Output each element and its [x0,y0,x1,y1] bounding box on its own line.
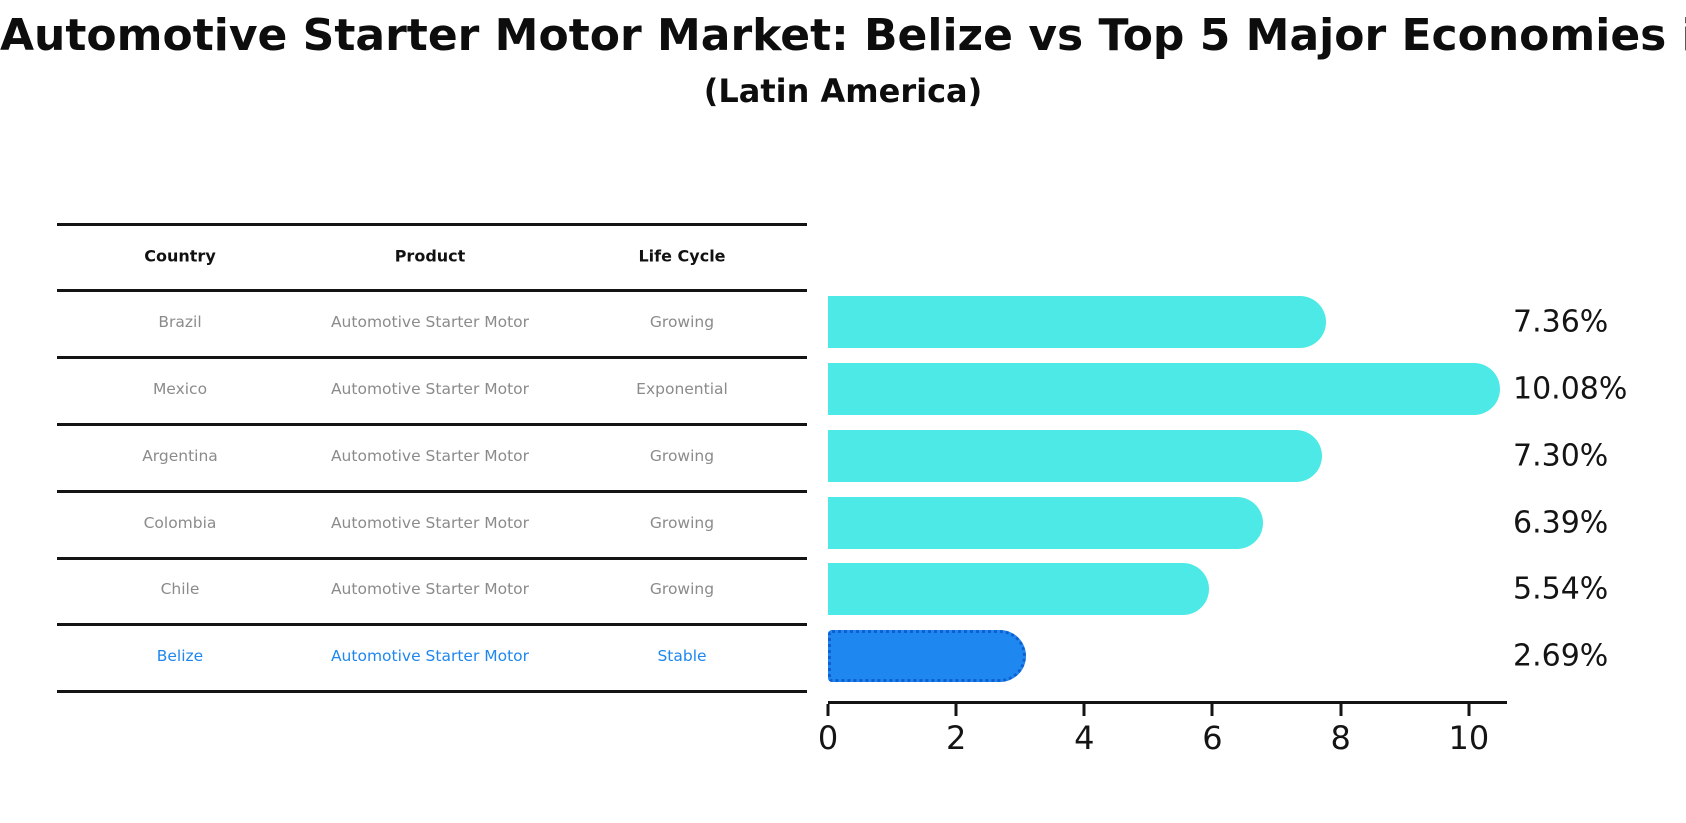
cell-product: Automotive Starter Motor [330,313,530,331]
bar-colombia [828,497,1264,549]
value-label: 7.36% [1513,304,1609,340]
x-axis-tick [1210,704,1214,716]
table-rule [57,490,807,493]
cell-life-cycle: Growing [649,580,715,598]
cell-country: Belize [156,647,204,665]
x-axis-tick-label: 8 [1330,719,1351,757]
column-header-country: Country [144,246,216,266]
column-header-life-cycle: Life Cycle [638,246,726,266]
table-rule [57,623,807,626]
chart-title: Automotive Starter Motor Market: Belize … [0,10,1686,61]
value-label: 10.08% [1513,371,1628,407]
x-axis-line [828,701,1507,704]
table-rule-header [57,289,807,292]
cell-product: Automotive Starter Motor [330,514,530,532]
x-axis-tick [1339,704,1343,716]
x-axis-tick-label: 10 [1448,719,1490,757]
x-axis-tick [826,704,830,716]
table-rule-top [57,223,807,226]
cell-life-cycle: Growing [649,514,715,532]
value-label: 2.69% [1513,638,1609,674]
bar-mexico [828,363,1500,415]
cell-life-cycle: Growing [649,447,715,465]
cell-country: Colombia [143,514,217,532]
x-axis-tick [954,704,958,716]
cell-life-cycle: Exponential [636,380,728,398]
table-rule [57,557,807,560]
bar-chile [828,563,1210,615]
cell-country: Mexico [152,380,208,398]
cell-country: Argentina [142,447,218,465]
bar-argentina [828,430,1322,482]
cell-country: Chile [160,580,200,598]
bar-brazil [828,296,1326,348]
cell-product: Automotive Starter Motor [330,580,530,598]
bar-belize [828,630,1027,682]
x-axis-tick-label: 0 [817,719,839,757]
x-axis-tick-label: 2 [945,719,967,757]
cell-country: Brazil [158,313,202,331]
table-rule [57,356,807,359]
x-axis-tick [1082,704,1086,716]
cell-life-cycle: Growing [649,313,715,331]
x-axis-tick-label: 6 [1202,719,1223,757]
x-axis-tick [1467,704,1471,716]
table-rule [57,423,807,426]
cell-product: Automotive Starter Motor [330,647,530,665]
cell-life-cycle: Stable [657,647,707,665]
x-axis-tick-label: 4 [1074,719,1095,757]
chart-subtitle: (Latin America) [703,72,983,110]
column-header-product: Product [394,246,466,266]
value-label: 7.30% [1513,438,1609,474]
value-label: 5.54% [1513,571,1609,607]
value-label: 6.39% [1513,505,1609,541]
cell-product: Automotive Starter Motor [330,447,530,465]
cell-product: Automotive Starter Motor [330,380,530,398]
table-rule-bottom [57,690,807,693]
